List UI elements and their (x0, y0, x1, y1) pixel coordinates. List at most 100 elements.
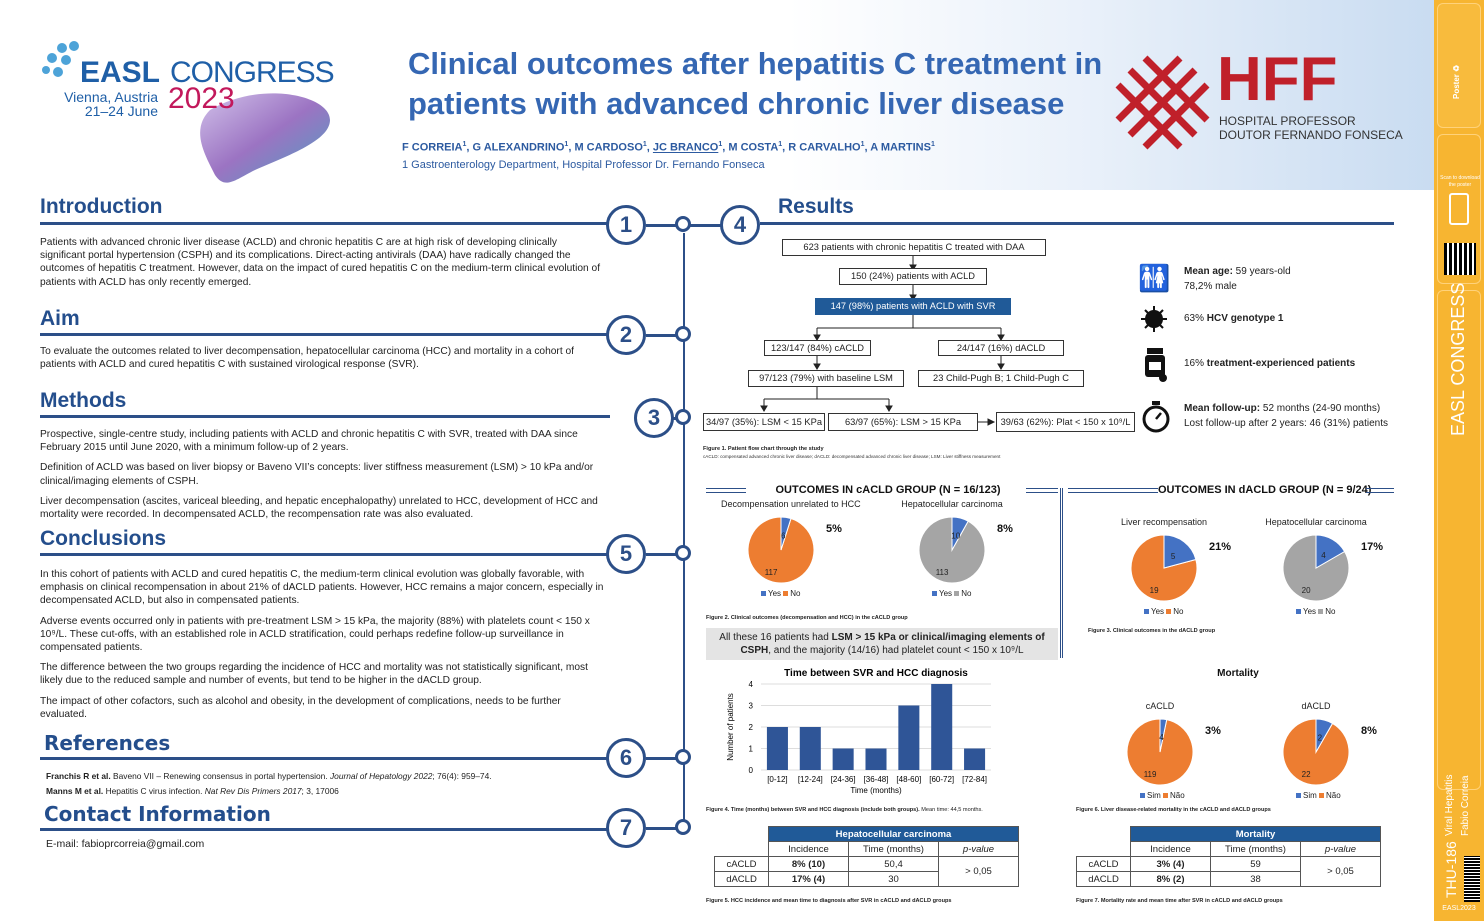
bar (832, 748, 854, 770)
author-affiliation-mark: 1 (642, 141, 647, 148)
bar (931, 684, 953, 770)
pill-bottle-icon (1144, 348, 1168, 387)
legend-entry: No (1166, 607, 1184, 616)
flow-box-svr: 147 (98%) patients with ACLD with SVR (815, 298, 1011, 315)
bar-chart-title: Time between SVR and HCC diagnosis (784, 668, 968, 679)
timeline-dot-3 (675, 409, 691, 425)
author-separator: , (646, 141, 653, 154)
flow-box-dacld: 24/147 (16%) dACLD (938, 340, 1064, 356)
mortality-table: Mortality Incidence Time (months) p-value cA… (1076, 826, 1381, 887)
author-affiliation-mark: 1 (564, 141, 569, 148)
demo-genotype-label: HCV genotype 1 (1206, 313, 1284, 324)
hcc-table: Hepatocellular carcinoma Incidence Time (m… (714, 826, 1019, 887)
contact-heading: Contact Information (44, 802, 271, 826)
pie-legend: Yes No (1296, 607, 1336, 616)
session-code: THU-186 (1443, 841, 1459, 898)
section-badge-6: 6 (606, 738, 646, 778)
legend-entry: Yes (1144, 607, 1166, 616)
conclusions-paragraph: In this cohort of patients with ACLD and… (40, 569, 604, 607)
reference-volume: ; 76(4): 959–74. (432, 771, 492, 781)
scan-text: Scan to download the poster (1440, 175, 1480, 188)
aim-rule (40, 333, 610, 336)
flow-box-lsm-low: 34/97 (35%): LSM < 15 KPa (703, 413, 825, 431)
dacld-outcomes-title: OUTCOMES IN dACLD GROUP (N = 9/24) (1158, 484, 1372, 496)
pie-value-yes: 6 (781, 531, 786, 540)
timeline-dot-7 (675, 819, 691, 835)
timeline-dot-6 (675, 749, 691, 765)
figure-4-caption-extra: Mean time: 44,5 months. (919, 807, 983, 813)
pie-value-no: 19 (1150, 586, 1159, 595)
author-name: M COSTA (728, 141, 779, 154)
pie-slice-yes (780, 516, 792, 551)
figure-5-caption: Figure 5. HCC incidence and mean time to… (706, 898, 952, 904)
author-name: G ALEXANDRINO (472, 141, 565, 154)
pie-chart-hcc-dacld: 4 20 Hepatocellular carcinoma 17% Yes No (1240, 510, 1400, 618)
conclusions-paragraph: The impact of other cofactors, such as a… (40, 695, 561, 720)
sidebar: Poster ♻ Scan to download the poster EAS… (1434, 0, 1484, 921)
pie-percentage: 17% (1361, 541, 1384, 553)
conclusions-text: In this cohort of patients with ACLD and… (40, 568, 605, 728)
pie-slice-yes (1315, 534, 1346, 569)
location-text: Vienna, Austria (64, 89, 158, 105)
contact-email[interactable]: E-mail: fabioprcorreia@gmail.com (46, 838, 205, 850)
table-row: Hepatocellular carcinoma (715, 826, 1019, 842)
hospital-emblem-icon (1115, 55, 1210, 150)
aim-text: To evaluate the outcomes related to live… (40, 346, 574, 371)
author-name: R CARVALHO (788, 141, 861, 154)
demo-followup: Mean follow-up: 52 months (24-90 months)… (1184, 401, 1424, 431)
figure-1-caption: Figure 1. Patient flow chart through the… (703, 446, 824, 452)
reference-list: Franchis R et al. Baveno VII – Renewing … (46, 769, 606, 799)
legend-label: Não (1326, 791, 1341, 800)
conclusions-paragraph: The difference between the two groups re… (40, 662, 588, 687)
reference-item: Manns M et al. Hepatitis C virus infecti… (46, 784, 606, 799)
table-column-header: Incidence (768, 841, 849, 857)
hospital-logo: HFF HOSPITAL PROFESSOR DOUTOR FERNANDO F… (1115, 48, 1415, 150)
figure-7-caption: Figure 7. Mortality rate and mean time a… (1076, 898, 1283, 904)
methods-rule (40, 415, 610, 418)
table-row: cACLD 3% (4) 59 > 0,05 (1076, 856, 1381, 887)
table-corner (1077, 842, 1131, 857)
legend-entry: Não (1319, 791, 1341, 800)
pie-chart-recompensation: 5 19 Liver recompensation 21% Yes No (1086, 512, 1246, 620)
figure-2-caption: Figure 2. Clinical outcomes (decompensat… (706, 615, 908, 621)
legend-swatch (1296, 609, 1301, 615)
mortality-title: Mortality (1217, 668, 1259, 679)
legend-swatch (1166, 609, 1172, 615)
contact-rule (40, 828, 610, 831)
sidebar-tag: EASL2023 (1442, 905, 1476, 912)
table-row: dACLD 17% (4) 30 (714, 871, 1019, 887)
table-cell: 59 (1210, 856, 1301, 872)
outcome-rule (1026, 488, 1058, 493)
sidebar-congress-mark: EASL CONGRESS (1448, 283, 1469, 436)
affiliation: 1 Gastroenterology Department, Hospital … (402, 159, 765, 171)
x-tick-label: [36-48] (864, 775, 889, 784)
connector-7 (646, 827, 676, 830)
author-separator: , (782, 141, 789, 154)
legend-entry: Yes (932, 589, 954, 598)
author-separator: , (722, 141, 729, 154)
legend-label: Yes (1303, 607, 1319, 616)
author-separator: , (568, 141, 575, 154)
stopwatch-icon (1141, 401, 1171, 438)
section-badge-2: 2 (606, 315, 646, 355)
references-rule (40, 757, 610, 760)
methods-paragraph: Prospective, single-centre study, includ… (40, 429, 578, 454)
qr-code[interactable] (1444, 243, 1476, 275)
pie-value-yes: 10 (951, 532, 960, 541)
congress-year: 2023 (168, 82, 235, 115)
legend-swatch (1140, 793, 1145, 799)
table-row: Incidence Time (months) p-value (1077, 841, 1381, 857)
congress-location: Vienna, Austria 21–24 June (62, 90, 158, 118)
connector-1 (646, 224, 676, 227)
sidebar-congress-word: CONGRESS (1448, 282, 1468, 386)
results-heading: Results (778, 195, 854, 218)
table-column-header: Incidence (1130, 841, 1211, 857)
table-corner (715, 842, 769, 857)
y-axis-label: Number of patients (726, 693, 735, 761)
legend-label: Yes (1151, 607, 1167, 616)
pie-value-no: 20 (1302, 586, 1311, 595)
reference-volume: ; 3, 17006 (301, 786, 339, 796)
congress-name: EASL (80, 56, 161, 89)
congress-logo: EASL CONGRESS Vienna, Austria 21–24 June… (40, 40, 340, 190)
congress-word: CONGRESS (170, 56, 335, 89)
